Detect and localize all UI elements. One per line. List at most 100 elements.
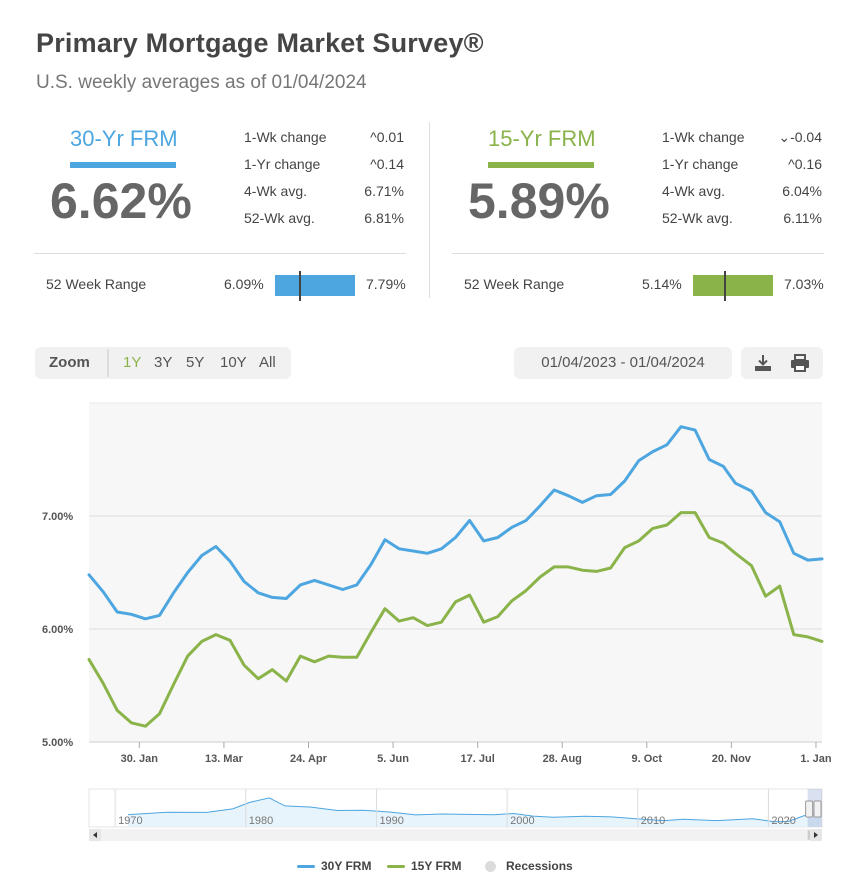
x-tick-label: 20. Nov [712, 753, 752, 765]
x-tick-label: 17. Jul [461, 753, 495, 765]
rate-stats: 1-Wk change ⌄-0.04 1-Yr change ^0.16 4-W… [662, 126, 822, 234]
x-tick-label: 28. Aug [543, 753, 582, 765]
chevron-right-icon [814, 832, 818, 838]
divider [452, 253, 824, 254]
range-label: 52 Week Range [46, 276, 147, 292]
rate-card-30yr: 30-Yr FRM 6.62% 1-Wk change ^0.01 1-Yr c… [34, 122, 414, 302]
legend-label: 15Y FRM [411, 859, 462, 873]
zoom-control: Zoom 1Y 3Y 5Y 10Y All [35, 347, 291, 379]
download-icon[interactable] [751, 352, 775, 374]
y-tick-label: 7.00% [42, 511, 73, 523]
stat-label: 1-Wk change [244, 129, 327, 145]
main-chart: 5.00% 6.00% 7.00% 30. Jan 13. Mar 24. Apr 5. J… [42, 402, 832, 765]
chevron-left-icon [93, 832, 97, 838]
navigator-year-label: 1990 [379, 815, 403, 827]
range-high: 7.79% [366, 276, 406, 292]
rate-stats: 1-Wk change ^0.01 1-Yr change ^0.14 4-Wk… [244, 126, 404, 234]
rate-name: 30-Yr FRM [70, 126, 178, 151]
date-range-field[interactable]: 01/04/2023 - 01/04/2024 [514, 347, 732, 379]
zoom-option-5y[interactable]: 5Y [186, 354, 205, 371]
legend-swatch [297, 865, 315, 868]
series-line-30y [87, 425, 824, 621]
navigator-year-label: 1980 [249, 815, 273, 827]
zoom-option-10y[interactable]: 10Y [220, 354, 247, 371]
page-title: Primary Mortgage Market Survey® [36, 28, 484, 58]
zoom-option-3y[interactable]: 3Y [154, 354, 173, 371]
navigator-year-label: 2020 [771, 815, 795, 827]
stat-value: ⌄-0.04 [778, 129, 822, 145]
navigator-line [128, 797, 821, 823]
navigator-handle [805, 800, 814, 818]
range-bar [693, 275, 773, 296]
legend-label: Recessions [506, 859, 573, 873]
legend-label: 30Y FRM [321, 859, 372, 873]
legend-dot [485, 861, 496, 872]
x-tick-label: 24. Apr [290, 753, 328, 765]
x-tick-label: 13. Mar [205, 753, 244, 765]
stat-label: 1-Yr change [244, 156, 321, 172]
stat-value: ^0.01 [370, 129, 404, 145]
rate-name: 15-Yr FRM [488, 126, 596, 151]
range-label: 52 Week Range [464, 276, 565, 292]
stat-row: 1-Wk change ^0.01 [244, 126, 404, 153]
scrollbar-thumb [807, 830, 810, 840]
range-low: 6.09% [224, 276, 264, 292]
stat-label: 52-Wk avg. [662, 210, 733, 226]
divider [107, 349, 109, 377]
x-tick-label: 5. Jun [377, 753, 409, 765]
scrollbar-track [89, 829, 822, 841]
zoom-option-1y[interactable]: 1Y [123, 354, 142, 371]
rate-underline [488, 162, 594, 168]
y-tick-label: 5.00% [42, 737, 73, 749]
navigator-year-label: 2000 [510, 815, 534, 827]
stat-row: 1-Yr change ^0.16 [662, 153, 822, 180]
plot-background [89, 403, 822, 742]
range-navigator[interactable]: 1970 1980 1990 2000 2010 2020 [0, 785, 866, 847]
stat-row: 1-Wk change ⌄-0.04 [662, 126, 822, 153]
page-subtitle: U.S. weekly averages as of 01/04/2024 [36, 72, 367, 93]
range-current-marker [723, 271, 726, 301]
chevron-down-icon: ⌄ [778, 129, 791, 145]
rate-card-15yr: 15-Yr FRM 5.89% 1-Wk change ⌄-0.04 1-Yr … [452, 122, 832, 302]
rate-value: 6.62% [50, 173, 192, 229]
navigator-year-label: 1970 [118, 815, 142, 827]
divider [34, 253, 406, 254]
range-low: 5.14% [642, 276, 682, 292]
stat-row: 4-Wk avg. 6.04% [662, 180, 822, 207]
stat-value: ^0.16 [788, 156, 822, 172]
chevron-up-icon: ^ [370, 156, 377, 172]
stat-label: 4-Wk avg. [662, 183, 726, 199]
chevron-up-icon: ^ [370, 129, 377, 145]
stat-row: 4-Wk avg. 6.71% [244, 180, 404, 207]
chevron-up-icon: ^ [788, 156, 795, 172]
stat-label: 1-Yr change [662, 156, 739, 172]
stat-row: 1-Yr change ^0.14 [244, 153, 404, 180]
stat-label: 1-Wk change [662, 129, 745, 145]
rate-value: 5.89% [468, 173, 610, 229]
stat-label: 4-Wk avg. [244, 183, 308, 199]
range-bar [275, 275, 355, 296]
range-high: 7.03% [784, 276, 824, 292]
y-tick-label: 6.00% [42, 624, 73, 636]
x-tick-label: 9. Oct [632, 753, 663, 765]
range-current-marker [298, 271, 301, 301]
navigator-handle [813, 800, 822, 818]
legend-swatch [387, 865, 405, 868]
stat-row: 52-Wk avg. 6.11% [662, 207, 822, 234]
stat-row: 52-Wk avg. 6.81% [244, 207, 404, 234]
stat-label: 52-Wk avg. [244, 210, 315, 226]
chart-legend: 30Y FRM 15Y FRM Recessions [0, 858, 866, 876]
zoom-option-all[interactable]: All [259, 354, 276, 371]
stat-value: 6.11% [783, 210, 822, 226]
stat-value: ^0.14 [370, 156, 404, 172]
divider [429, 122, 430, 298]
print-icon[interactable] [788, 352, 812, 374]
series-line-15y [87, 511, 824, 728]
x-tick-label: 1. Jan [800, 753, 831, 765]
stat-value: 6.04% [782, 183, 822, 199]
stat-value: 6.81% [364, 210, 404, 226]
rate-underline [70, 162, 176, 168]
chart-tools [741, 347, 823, 379]
x-tick-label: 30. Jan [121, 753, 159, 765]
stat-value: 6.71% [364, 183, 404, 199]
